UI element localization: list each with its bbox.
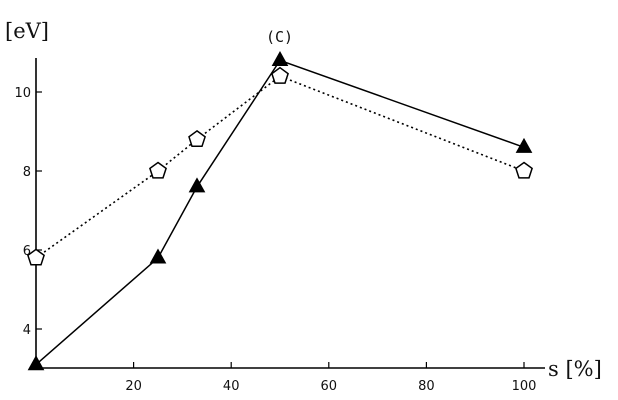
- panel-label: (C): [266, 28, 293, 46]
- y-axis-label: [eV]: [5, 19, 49, 43]
- x-tick-label: 40: [223, 379, 240, 394]
- series-line-solid: [35, 59, 525, 366]
- y-tick-label: 4: [23, 323, 31, 338]
- x-tick-label: 80: [418, 379, 435, 394]
- data-point-pentagon: [515, 161, 533, 179]
- data-point-triangle: [188, 177, 206, 193]
- data-point-pentagon: [149, 161, 167, 179]
- series-layer: [27, 50, 533, 371]
- x-tick-label: 60: [321, 379, 338, 394]
- data-point-triangle: [149, 248, 167, 264]
- data-point-pentagon: [27, 248, 45, 266]
- series-line-dotted: [35, 75, 525, 259]
- y-tick-label: 10: [14, 86, 31, 101]
- ticks: 4 6 8 10 20 40 60 80 100: [14, 86, 536, 394]
- data-point-triangle: [27, 355, 45, 371]
- data-point-triangle: [271, 50, 289, 66]
- y-tick-label: 6: [23, 244, 31, 259]
- y-tick-label: 8: [23, 165, 31, 180]
- data-point-triangle: [515, 137, 533, 153]
- data-point-pentagon: [271, 66, 289, 84]
- data-point-pentagon: [188, 129, 206, 148]
- x-tick-label: 100: [512, 379, 537, 394]
- axes: [35, 58, 545, 369]
- x-axis-label: s [%]: [548, 357, 602, 381]
- x-tick-label: 20: [125, 379, 142, 394]
